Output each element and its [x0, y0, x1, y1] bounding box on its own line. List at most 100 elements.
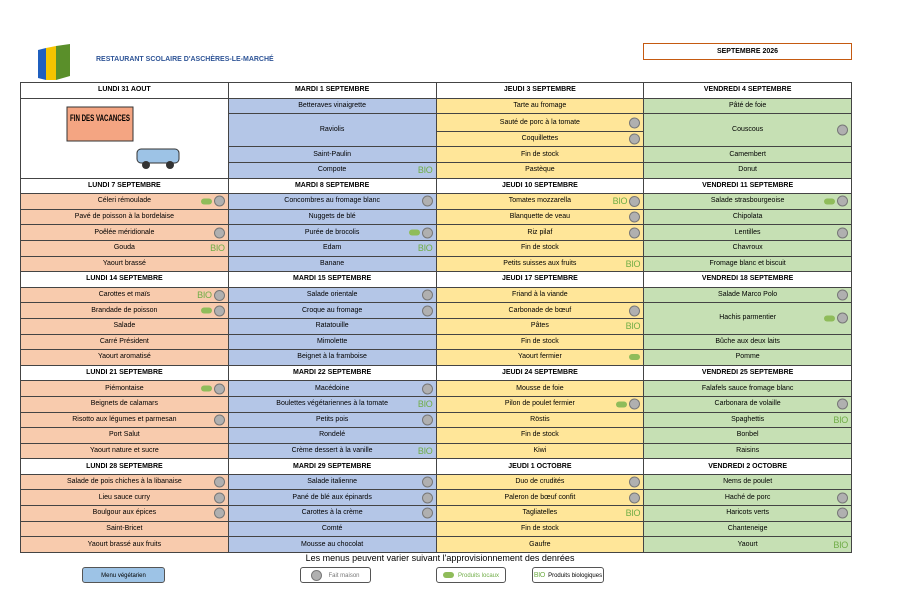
dish-name: Spaghettis: [731, 415, 765, 423]
dish-name: Mousse de foie: [516, 384, 564, 392]
menu-item: Mousse de foie: [435, 380, 645, 397]
local-icon: [408, 229, 420, 236]
dish-name: Tarte au fromage: [513, 101, 567, 109]
dish-name: Pilon de poulet fermier: [504, 400, 575, 408]
menu-row: Carré Président Mimolette Fin de stock Bûch…: [20, 333, 852, 351]
menu-item: Beignets de calamars: [20, 395, 229, 413]
menu-item: Röstis: [435, 411, 645, 429]
day-header: LUNDI 14 SEPTEMBRE: [20, 271, 229, 288]
dish-name: Haricots verts: [726, 509, 770, 517]
dish-name: Lieu sauce curry: [98, 493, 151, 501]
week-header-row: LUNDI 7 SEPTEMBRE MARDI 8 SEPTEMBRE JEUDI …: [20, 177, 852, 195]
legend-bio: BIO Produits biologiques: [532, 567, 604, 583]
menu-row: Yaourt nature et sucre Crème dessert à la…: [20, 442, 852, 460]
dish-name: Purée de brocolis: [304, 228, 360, 236]
menu-item: Poêlée méridionale: [20, 224, 229, 241]
menu-item: Piémontaise: [20, 380, 229, 397]
homemade-icon: [421, 507, 433, 519]
icons: [421, 492, 433, 504]
menu-item: Chipolata: [643, 208, 852, 226]
homemade-icon: [421, 492, 433, 504]
dish-name: Pâtes: [530, 322, 549, 330]
dish-name: Yaourt: [737, 540, 758, 548]
dish-name: Ratatouille: [315, 322, 349, 330]
menu-item: Ratatouille: [227, 317, 437, 335]
dish-name: Gouda: [113, 244, 135, 252]
dish-name: Carottes et maïs: [98, 291, 151, 299]
menu-item: Salade strasbourgeoise: [643, 193, 852, 210]
menu-row: Boulgour aux épices Carottes à la crème Ta…: [20, 505, 852, 522]
dish-name: Paleron de bœuf confit: [504, 493, 576, 501]
footer-note: Les menus peuvent varier suivant l'appro…: [305, 553, 575, 563]
menu-item: Céleri rémoulade: [20, 193, 229, 210]
homemade-icon: [837, 492, 848, 504]
dish-name: Brandade de poisson: [91, 306, 158, 314]
icons: [824, 312, 848, 324]
homemade-icon: [421, 289, 433, 301]
homemade-icon: [629, 492, 641, 504]
day-header: VENDREDI 4 SEPTEMBRE: [643, 82, 852, 99]
menu-item: Petits pois: [227, 411, 437, 429]
homemade-icon: [213, 305, 225, 317]
menu-item: Nems de poulet: [643, 473, 852, 491]
dish-name: Céleri rémoulade: [97, 197, 152, 205]
menu-item: Port Salut: [20, 427, 229, 444]
homemade-icon: [837, 124, 848, 136]
icons: [629, 211, 641, 223]
day-header: MARDI 29 SEPTEMBRE: [227, 458, 437, 475]
homemade-icon: [629, 195, 641, 207]
logo: [38, 44, 70, 80]
dish-name: Croque au fromage: [301, 306, 363, 314]
dish-name: Petits pois: [315, 415, 349, 423]
menu-item: Pâtes BIO: [435, 317, 645, 335]
bio-mark: BIO: [417, 399, 433, 410]
dish-name: Coquillettes: [521, 135, 559, 143]
homemade-icon: [629, 211, 641, 223]
homemade-icon: [213, 383, 225, 395]
day-header: JEUDI 1 OCTOBRE: [435, 458, 645, 475]
icons: [837, 124, 848, 136]
menu-row: Saint-Paulin Fin de stock Camembert: [21, 146, 852, 163]
legend-label: Menu végétarien: [101, 573, 146, 579]
homemade-icon: [213, 507, 225, 519]
menu-item: Fin de stock: [435, 333, 645, 351]
menu-item: Crème dessert à la vanille BIO: [227, 442, 437, 460]
icons: [824, 195, 848, 207]
dish-name: Fin de stock: [521, 244, 559, 252]
week-header-row: LUNDI 28 SEPTEMBRE MARDI 29 SEPTEMBRE JEUD…: [20, 458, 852, 475]
legend-local: Produits locaux: [436, 567, 506, 583]
menu-item: Camembert: [643, 146, 852, 163]
dish-name: Riz pilaf: [527, 228, 553, 236]
menu-item: Macédoine: [227, 380, 437, 397]
dish-name: Pastèque: [525, 166, 555, 174]
dish-name: Camembert: [729, 150, 766, 158]
dish-name: Beignets de calamars: [90, 400, 159, 408]
menu-item: Carbonade de bœuf: [435, 302, 645, 319]
local-icon: [824, 198, 835, 205]
homemade-icon: [837, 398, 848, 410]
dish-name: Donut: [738, 166, 757, 174]
icons: BIO: [418, 398, 433, 410]
menu-item: Petits suisses aux fruits BIO: [435, 255, 645, 273]
dish-name: Fin de stock: [521, 150, 559, 158]
menu-item: Kiwi: [435, 442, 645, 460]
icons: [421, 507, 433, 519]
icons: [629, 133, 641, 145]
menu-row: Compote BIO Pastèque Donut: [21, 162, 852, 179]
dish-name: Tomates mozzarella: [508, 197, 571, 205]
homemade-icon: [421, 305, 433, 317]
menu-item: Saint-Bricet: [20, 520, 229, 538]
dish-name: Fromage blanc et biscuit: [709, 259, 786, 267]
menu-item: Falafels sauce fromage blanc: [643, 380, 852, 397]
dish-name: Beignet à la framboise: [297, 353, 367, 361]
icons: BIO: [833, 539, 848, 551]
menu-row: Port Salut Rondelé Fin de stock Bonbel: [20, 427, 852, 444]
week-header-row: LUNDI 31 AOUT MARDI 1 SEPTEMBRE JEUDI 3 SE…: [20, 82, 852, 99]
dish-name: Poêlée méridionale: [94, 228, 155, 236]
menu-item: Banane: [227, 255, 437, 273]
menu-item: Pâté de foie: [643, 97, 852, 115]
menu-item: Spaghettis BIO: [643, 411, 852, 429]
day-header: LUNDI 7 SEPTEMBRE: [20, 177, 229, 195]
menu-item: Fin de stock: [435, 427, 645, 444]
